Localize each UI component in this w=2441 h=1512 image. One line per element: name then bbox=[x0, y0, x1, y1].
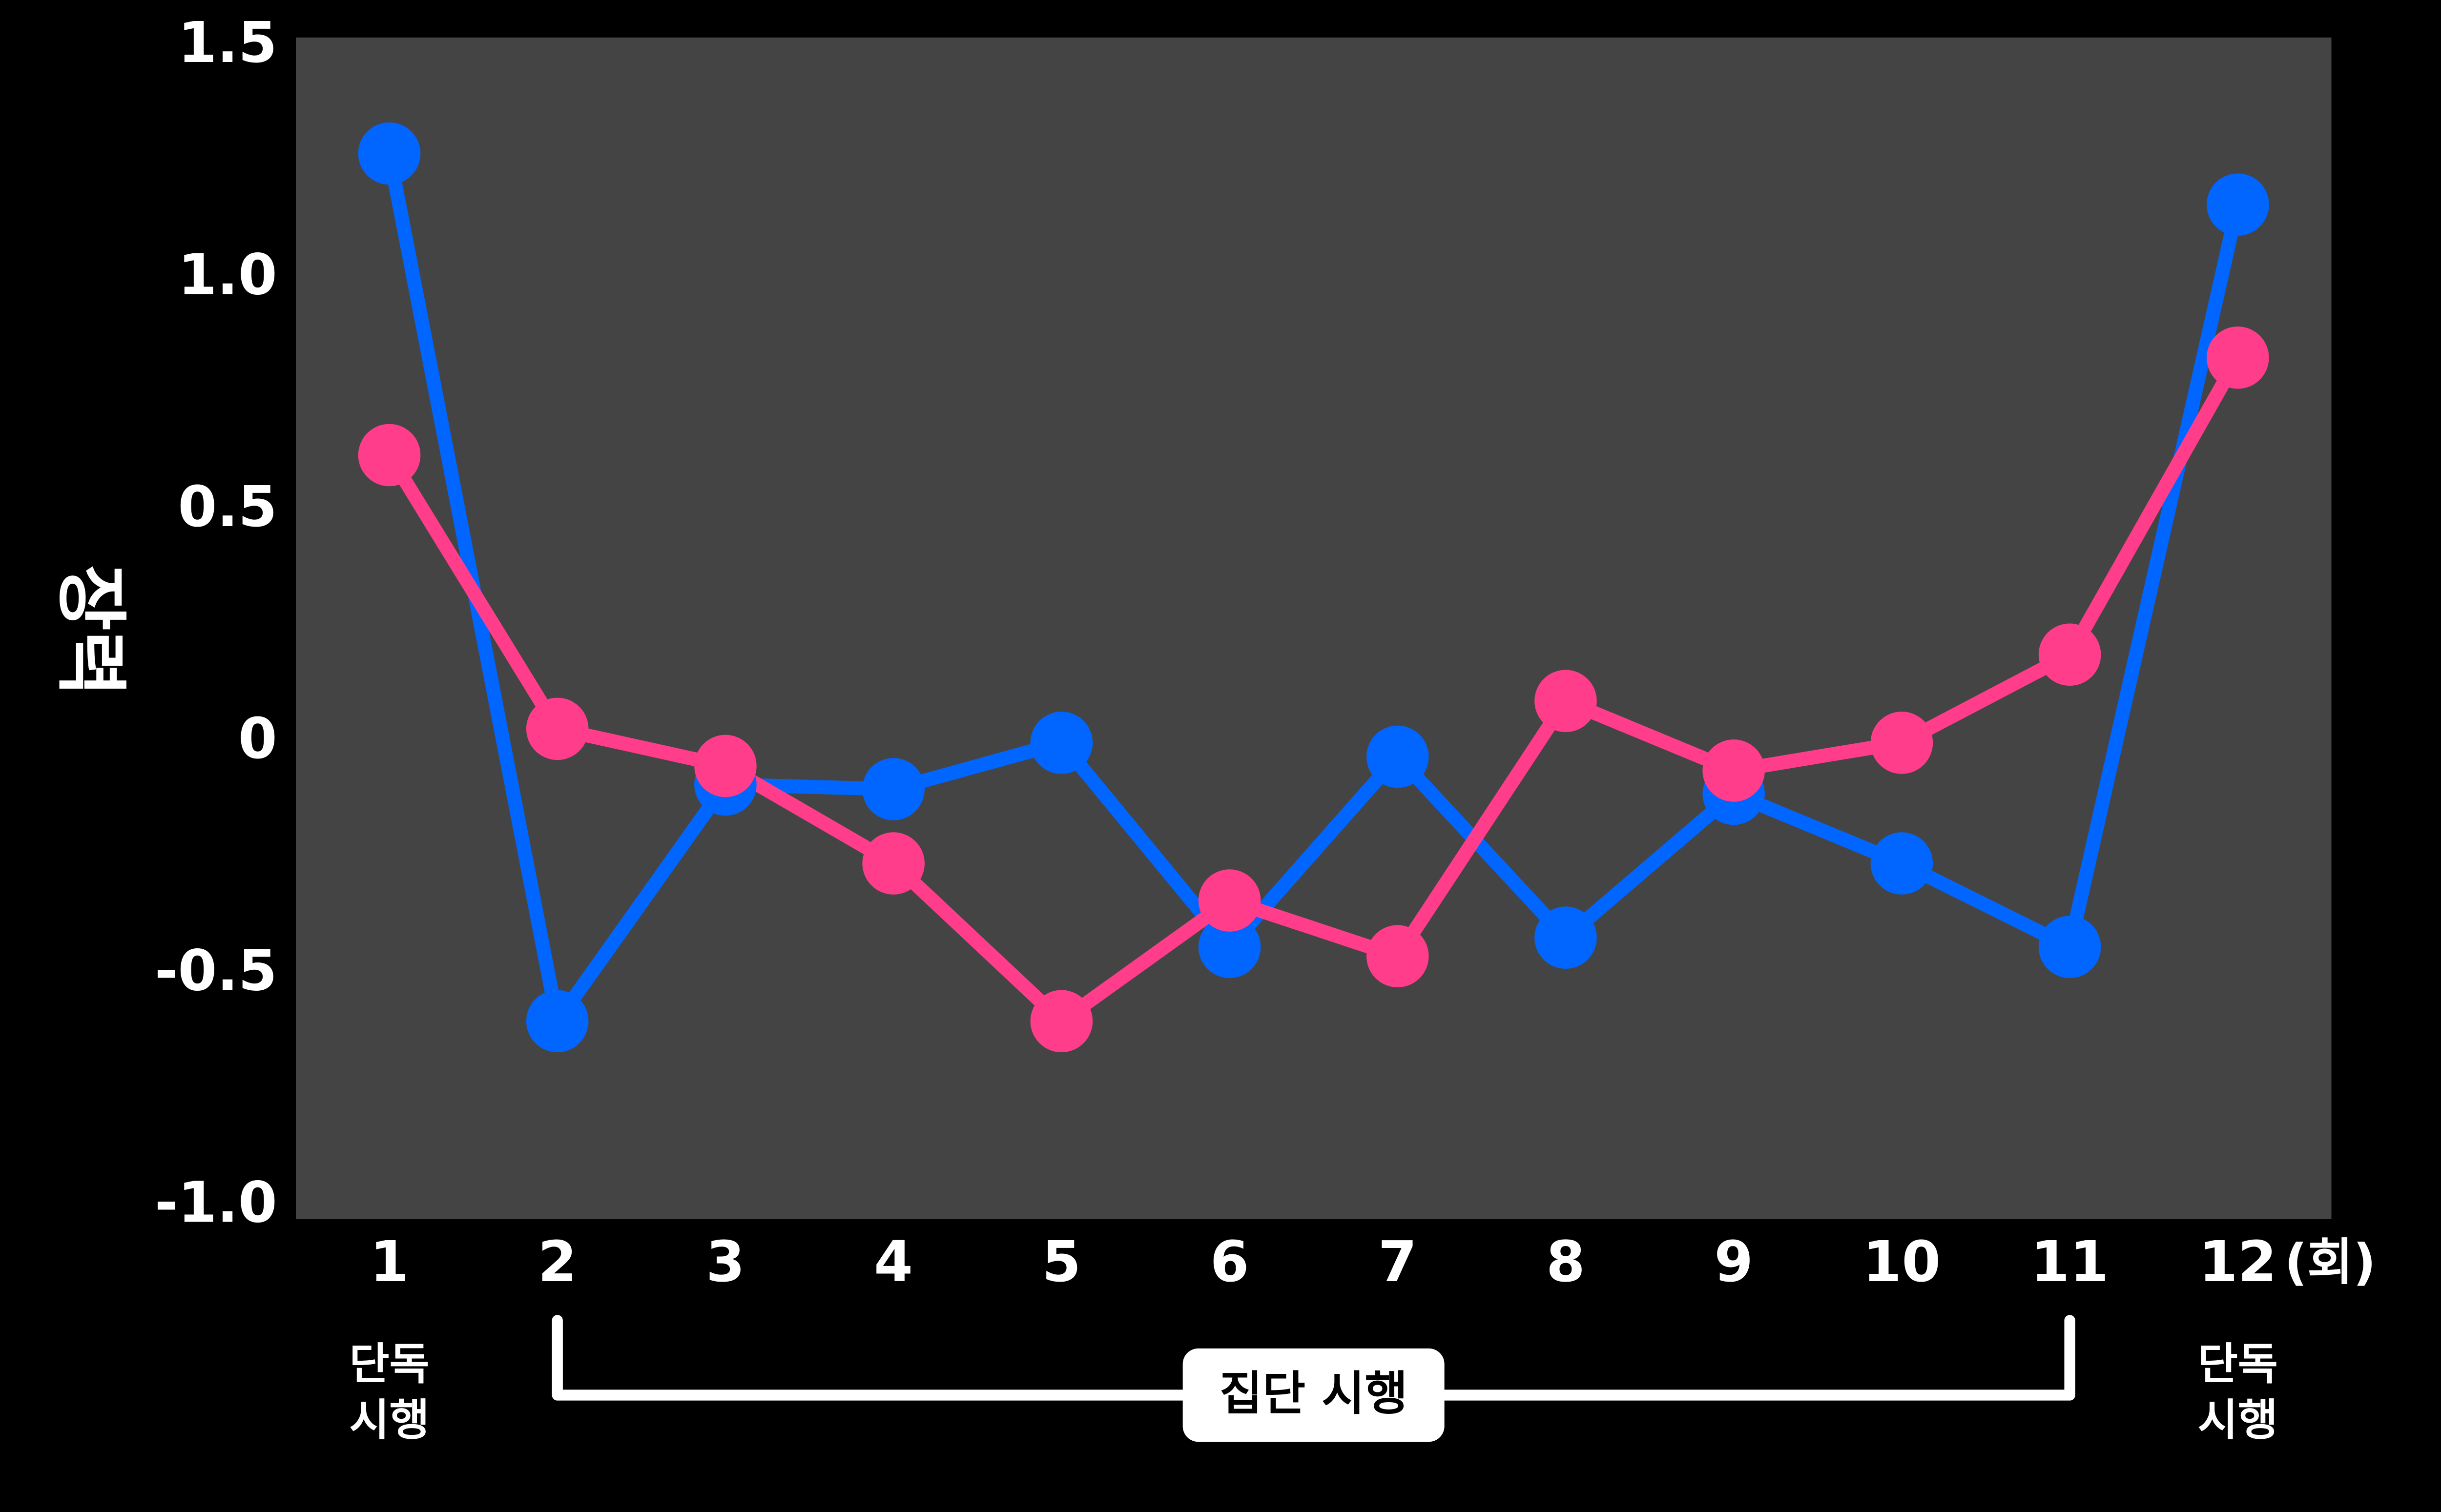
data-point bbox=[1030, 990, 1093, 1053]
annotation: 집단 시행 bbox=[1220, 1366, 1407, 1421]
data-point bbox=[1534, 670, 1597, 733]
data-point bbox=[862, 758, 925, 820]
y-tick-label: 0.5 bbox=[178, 474, 277, 540]
x-tick-label: 6 bbox=[1210, 1229, 1249, 1295]
x-tick-label: 4 bbox=[874, 1229, 913, 1295]
data-point bbox=[358, 424, 421, 487]
y-tick-label: 1.0 bbox=[178, 242, 277, 307]
x-tick-label: 3 bbox=[706, 1229, 745, 1295]
data-point bbox=[1030, 712, 1093, 774]
annotation: 시행 bbox=[2198, 1395, 2278, 1446]
x-tick-label: 7 bbox=[1378, 1229, 1417, 1295]
data-point bbox=[1534, 906, 1597, 969]
x-tick-label: 9 bbox=[1714, 1229, 1753, 1295]
plot-area bbox=[296, 37, 2332, 1220]
data-point bbox=[1366, 725, 1429, 788]
y-tick-label: -0.5 bbox=[155, 938, 277, 1003]
data-point bbox=[862, 832, 925, 895]
data-point bbox=[1198, 916, 1261, 978]
data-point bbox=[694, 735, 757, 797]
data-point bbox=[2038, 916, 2101, 978]
annotation-box bbox=[1182, 1348, 1445, 1442]
data-point bbox=[1198, 869, 1261, 932]
x-tick-label: 8 bbox=[1546, 1229, 1585, 1295]
y-tick-label: -1.0 bbox=[155, 1170, 277, 1236]
x-tick-label: 11 bbox=[2031, 1229, 2109, 1295]
x-tick-label: 12 bbox=[2199, 1229, 2277, 1295]
annotation: 시행 bbox=[349, 1395, 429, 1446]
data-point bbox=[526, 697, 589, 760]
data-point bbox=[1870, 832, 1933, 895]
x-unit: (회) bbox=[2284, 1234, 2376, 1292]
x-tick-label: 1 bbox=[370, 1229, 409, 1295]
data-point bbox=[2206, 173, 2269, 236]
data-point bbox=[2038, 623, 2101, 686]
data-point bbox=[2206, 327, 2269, 389]
y-tick-label: 1.5 bbox=[178, 10, 277, 76]
annotation: 단독 bbox=[2198, 1339, 2278, 1390]
data-point bbox=[1366, 925, 1429, 987]
series-line bbox=[382, 152, 2245, 1028]
annotation: 단독 bbox=[349, 1339, 429, 1390]
data-point bbox=[526, 990, 589, 1053]
x-tick-label: 5 bbox=[1042, 1229, 1081, 1295]
data-point bbox=[358, 122, 421, 185]
y-axis-label: 장력 bbox=[49, 565, 132, 696]
data-point bbox=[1870, 712, 1933, 774]
x-tick-label: 2 bbox=[538, 1229, 577, 1295]
y-tick-label: 0 bbox=[238, 706, 277, 772]
data-point bbox=[1702, 739, 1765, 802]
x-tick-label: 10 bbox=[1862, 1229, 1941, 1295]
